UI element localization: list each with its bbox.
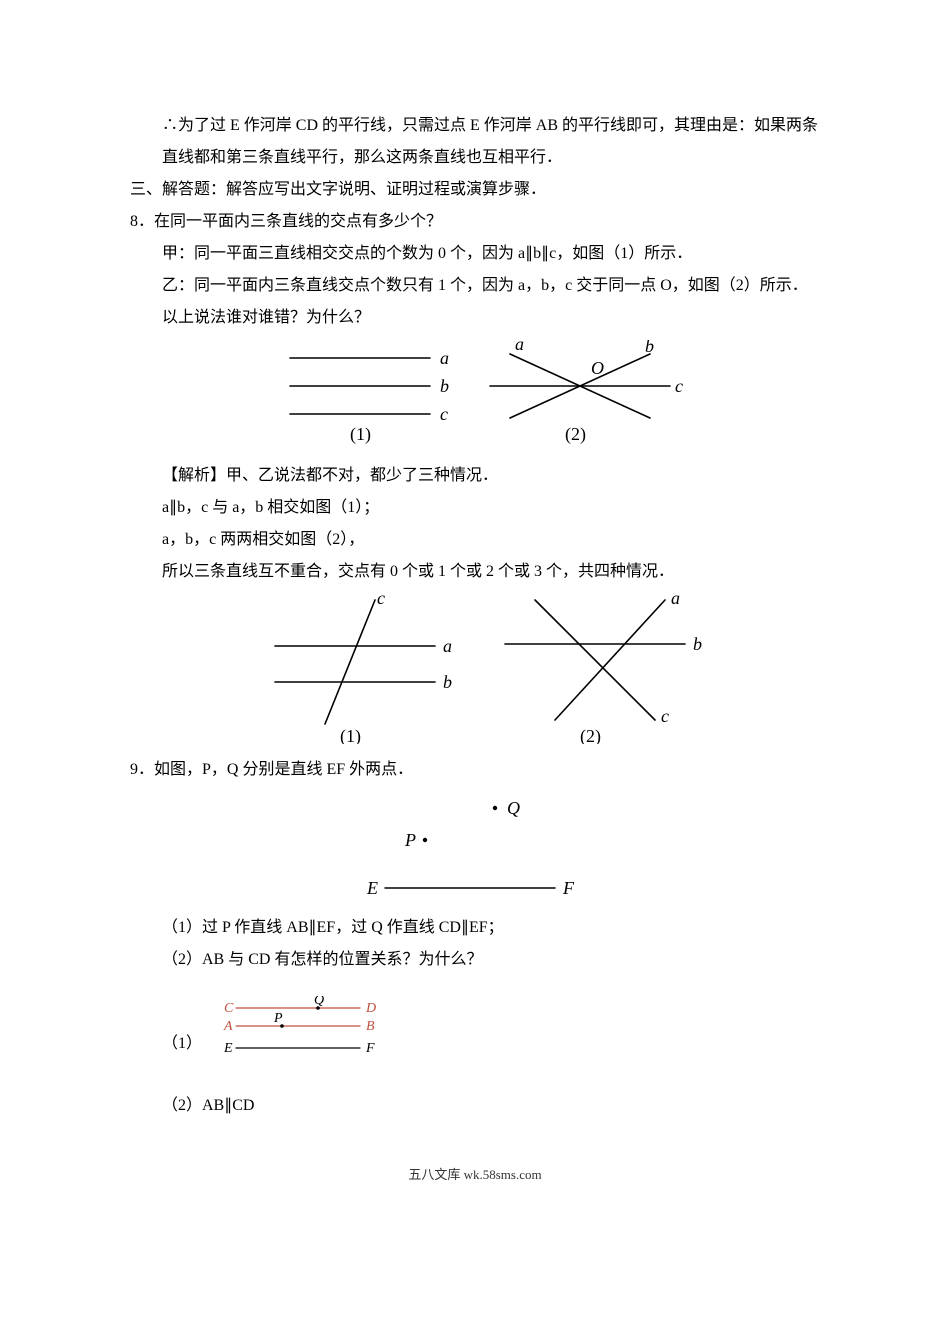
svg-text:O: O: [591, 358, 604, 378]
svg-text:b: b: [645, 340, 654, 356]
q8-number: 8．: [130, 206, 154, 238]
q8-figure-1: abc(1)abcO(2): [130, 340, 820, 450]
q8-solution-head: 【解析】甲、乙说法都不对，都少了三种情况．: [130, 460, 820, 492]
q9-solution-fig-row: （1） C D Q A B P E F: [130, 996, 820, 1060]
svg-text:E: E: [366, 878, 378, 898]
q8-solution-l1: a∥b，c 与 a，b 相交如图（1）；: [130, 492, 820, 524]
q9-sub2: （2）AB 与 CD 有怎样的位置关系？为什么？: [130, 944, 820, 976]
paragraph-e-river: ∴为了过 E 作河岸 CD 的平行线，只需过点 E 作河岸 AB 的平行线即可，…: [130, 110, 820, 174]
section-3-heading: 三、解答题：解答应写出文字说明、证明过程或演算步骤．: [130, 174, 820, 206]
svg-text:P: P: [404, 830, 416, 850]
q9-solution-svg: C D Q A B P E F: [218, 996, 388, 1060]
svg-text:F: F: [562, 878, 575, 898]
svg-text:(2): (2): [565, 424, 586, 445]
q8-ask: 以上说法谁对谁错？为什么？: [130, 302, 820, 334]
q9-solution-label-1: （1）: [162, 1028, 202, 1060]
svg-text:a: a: [443, 636, 452, 656]
svg-text:E: E: [223, 1041, 233, 1056]
svg-text:a: a: [440, 348, 449, 368]
svg-text:a: a: [671, 594, 680, 608]
svg-text:c: c: [440, 404, 448, 424]
q8-solution-l3: 所以三条直线互不重合，交点有 0 个或 1 个或 2 个或 3 个，共四种情况．: [130, 556, 820, 588]
svg-text:(1): (1): [340, 726, 361, 744]
svg-text:B: B: [366, 1019, 375, 1034]
q8-figure-2: abc(1)abc(2): [130, 594, 820, 744]
svg-text:b: b: [440, 376, 449, 396]
q8-figure-2-svg: abc(1)abc(2): [235, 594, 715, 744]
q8-yi: 乙：同一平面内三条直线交点个数只有 1 个，因为 a，b，c 交于同一点 O，如…: [130, 270, 820, 302]
q9-solution-2: （2）AB∥CD: [130, 1090, 820, 1122]
svg-text:c: c: [675, 376, 683, 396]
svg-text:c: c: [661, 706, 669, 726]
q9-figure-1: P Q E F: [130, 792, 820, 902]
svg-text:Q: Q: [507, 798, 520, 818]
svg-text:(2): (2): [580, 726, 601, 744]
page-footer: 五八文库 wk.58sms.com: [130, 1162, 820, 1188]
svg-text:P: P: [273, 1011, 283, 1026]
svg-text:b: b: [443, 672, 452, 692]
q8-jia: 甲：同一平面三直线相交交点的个数为 0 个，因为 a∥b∥c，如图（1）所示．: [130, 238, 820, 270]
svg-text:b: b: [693, 634, 702, 654]
svg-text:A: A: [223, 1019, 233, 1034]
q9-sub1: （1）过 P 作直线 AB∥EF，过 Q 作直线 CD∥EF；: [130, 912, 820, 944]
svg-text:Q: Q: [314, 996, 324, 1008]
q9-number: 9．: [130, 754, 154, 786]
q8-solution-l2: a，b，c 两两相交如图（2），: [130, 524, 820, 556]
q8-figure-1-svg: abc(1)abcO(2): [260, 340, 690, 450]
q9: 9． 如图，P，Q 分别是直线 EF 外两点．: [130, 754, 820, 786]
q9-stem: 如图，P，Q 分别是直线 EF 外两点．: [154, 754, 820, 786]
svg-text:(1): (1): [350, 424, 371, 445]
q9-figure-1-svg: P Q E F: [345, 792, 605, 902]
q8: 8． 在同一平面内三条直线的交点有多少个？: [130, 206, 820, 238]
svg-text:D: D: [365, 1001, 376, 1016]
svg-text:F: F: [365, 1041, 375, 1056]
q8-stem: 在同一平面内三条直线的交点有多少个？: [154, 206, 820, 238]
svg-text:C: C: [224, 1001, 234, 1016]
svg-text:a: a: [515, 340, 524, 354]
svg-text:c: c: [377, 594, 385, 608]
